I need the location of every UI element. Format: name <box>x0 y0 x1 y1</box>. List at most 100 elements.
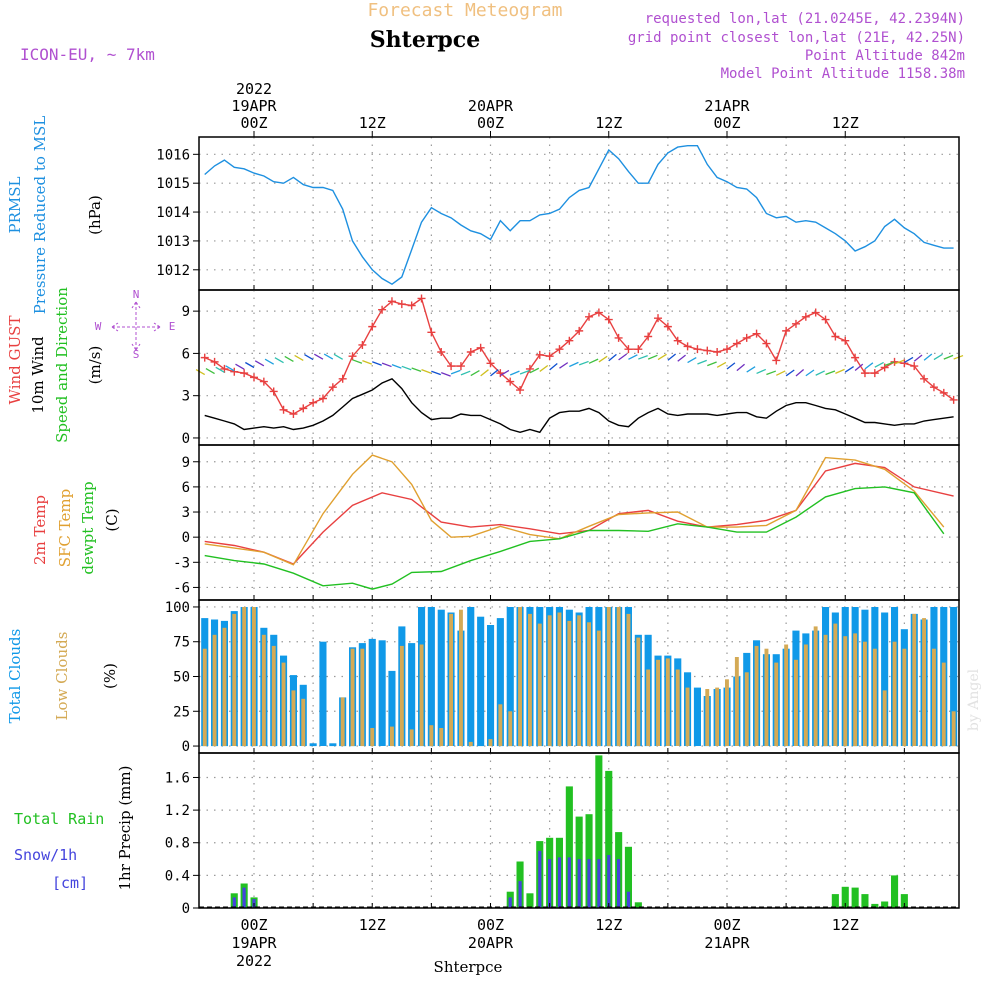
compass-east: E <box>169 320 176 333</box>
snow-bar <box>232 897 236 908</box>
gust-marker <box>309 398 318 407</box>
gust-marker <box>654 314 663 323</box>
gust-marker <box>663 322 672 331</box>
snow-bar <box>607 855 611 908</box>
wind-direction-arrow <box>844 366 854 373</box>
gust-marker <box>555 345 564 354</box>
low_clouds-bar <box>596 630 601 746</box>
compass-south: S <box>133 348 140 361</box>
y-tick-label: 6 <box>182 346 190 362</box>
low_clouds-bar <box>202 648 207 747</box>
gust-marker <box>634 345 643 354</box>
gust-marker <box>407 301 416 310</box>
rain-bar <box>871 903 879 908</box>
wind-direction-arrow <box>205 368 215 375</box>
wind-line <box>204 377 954 434</box>
low_clouds-bar <box>390 726 394 747</box>
gust-label: Wind GUST <box>6 316 24 405</box>
low_clouds-bar <box>725 679 729 747</box>
low_clouds-bar <box>557 612 562 746</box>
gust-marker <box>624 345 633 354</box>
low_clouds-bar <box>439 728 444 747</box>
low_clouds-bar <box>833 623 838 746</box>
snow-bar <box>626 891 631 908</box>
wind-direction-arrow <box>766 370 777 376</box>
y-tick-label: 1014 <box>156 205 190 221</box>
wind-direction-arrow <box>559 362 569 369</box>
wind-direction-arrow <box>294 354 304 361</box>
wind-direction-arrow <box>569 361 579 368</box>
gust-marker <box>860 369 869 378</box>
low_clouds-bar <box>665 658 670 746</box>
gust-marker <box>673 336 682 345</box>
low_clouds-bar <box>508 711 513 747</box>
total_clouds-bar <box>881 612 889 746</box>
gust-marker <box>486 359 495 368</box>
y-tick-label: 50 <box>173 670 190 686</box>
gust-marker <box>851 353 860 362</box>
rain-bar <box>831 894 839 908</box>
time-label-bottom: 2022 <box>236 952 272 970</box>
wind-direction-arrow <box>667 353 677 361</box>
y-tick-label: 9 <box>182 304 190 320</box>
time-label-bottom: 12Z <box>832 916 859 934</box>
time-label-top: 19APR <box>231 97 277 115</box>
low_clouds-bar <box>941 662 946 747</box>
wind-direction-arrow <box>431 370 441 376</box>
gust-marker <box>565 336 574 345</box>
gust-marker <box>693 345 702 354</box>
snow-bar <box>597 859 601 908</box>
time-label-top: 12Z <box>595 114 622 132</box>
gust-marker <box>880 363 889 372</box>
time-label-bottom: 00Z <box>713 916 740 934</box>
gust-marker <box>703 346 712 355</box>
snow-bar <box>242 887 246 908</box>
gust-marker <box>762 339 771 348</box>
wind-direction-arrow <box>362 360 373 365</box>
wind-direction-arrow <box>874 361 884 368</box>
gust-marker <box>604 315 613 324</box>
precip-legend-snow: Snow/1h <box>14 846 77 864</box>
time-label-top: 21APR <box>704 97 750 115</box>
wind-direction-arrow <box>519 369 530 375</box>
time-label-top: 00Z <box>240 114 267 132</box>
low_clouds-bar <box>932 648 936 747</box>
gust-marker <box>269 387 278 396</box>
gust-marker <box>200 353 209 362</box>
gust-marker <box>496 369 505 378</box>
dewpt-line <box>204 486 945 590</box>
low_clouds-bar <box>843 636 848 747</box>
gust-marker <box>279 405 288 414</box>
time-label-bottom: 00Z <box>477 916 504 934</box>
location-title: Shterpce <box>370 27 480 53</box>
total_clouds-bar <box>437 609 445 746</box>
wind-direction-arrow <box>225 365 235 372</box>
time-label-bottom: 21APR <box>704 934 750 952</box>
wind-direction-arrow <box>608 353 617 362</box>
gust-marker <box>466 348 475 356</box>
wind-direction-arrow <box>313 353 324 360</box>
wind-direction-arrow <box>274 357 284 364</box>
wind-direction-arrow <box>352 359 363 364</box>
gust-marker <box>299 404 308 413</box>
low_clouds-bar <box>242 607 247 747</box>
low_clouds-bar <box>518 607 522 747</box>
temperature-panel: -6 -3 0 3 6 9 <box>173 444 960 601</box>
gust-marker <box>289 410 298 418</box>
time-label-top: 00Z <box>477 114 504 132</box>
low_clouds-bar <box>340 697 345 747</box>
gust-marker <box>791 319 800 328</box>
low_clouds-bar <box>468 741 473 747</box>
low_clouds-bar <box>281 662 286 747</box>
wind-direction-arrow <box>904 356 914 364</box>
gust-marker <box>831 332 840 341</box>
wind-direction-arrow <box>647 354 658 360</box>
gust-marker <box>259 377 268 386</box>
wind-direction-arrow <box>235 363 245 370</box>
low_clouds-bar <box>754 645 759 746</box>
wind-direction-arrow <box>854 363 864 372</box>
low_clouds-bar <box>291 690 296 746</box>
compass-rose: N S W E <box>95 288 176 361</box>
gust-marker <box>920 374 929 383</box>
low_clouds-bar <box>370 728 375 747</box>
